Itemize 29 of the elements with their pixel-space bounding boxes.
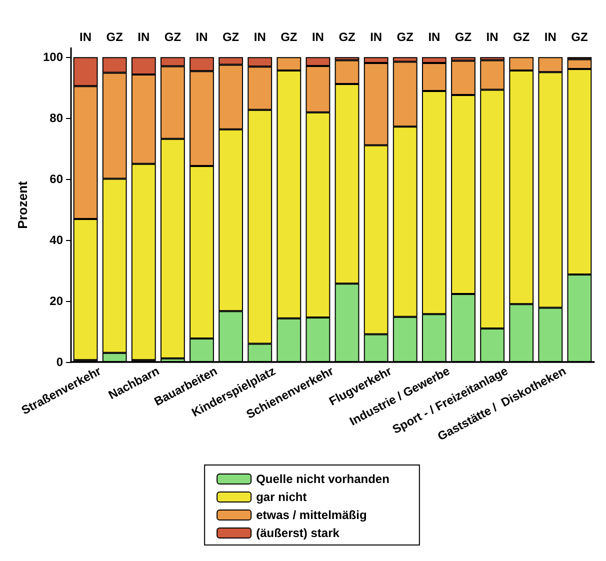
legend-label: (äußerst) stark: [256, 526, 340, 540]
y-tick-label: 80: [50, 111, 64, 126]
y-tick-label: 20: [50, 294, 64, 308]
x-tick-label: GZ: [571, 30, 588, 44]
x-tick-label: IN: [196, 30, 208, 44]
legend-label: gar nicht: [256, 490, 307, 504]
legend-label: Quelle nicht vorhanden: [256, 472, 390, 486]
y-axis-title: Prozent: [15, 180, 30, 229]
x-tick-label: IN: [486, 30, 498, 44]
x-tick-label: IN: [370, 30, 382, 44]
y-tick-label: 0: [56, 355, 64, 369]
x-tick-label: GZ: [513, 30, 530, 44]
y-tick-label: 40: [50, 233, 64, 248]
x-tick-label: GZ: [454, 30, 472, 44]
x-tick-label: IN: [80, 30, 92, 44]
x-tick-label: GZ: [338, 30, 356, 44]
x-tick-label: GZ: [164, 30, 182, 44]
y-tick-label: 100: [42, 50, 64, 64]
x-tick-label: GZ: [280, 30, 298, 44]
x-tick-label: IN: [544, 30, 556, 44]
legend-label: etwas / mittelmäßig: [256, 508, 367, 522]
y-tick-label: 60: [50, 172, 64, 186]
x-tick-label: IN: [254, 30, 266, 44]
x-tick-label: IN: [428, 30, 440, 44]
x-tick-label: GZ: [396, 30, 414, 44]
x-tick-label: GZ: [222, 30, 240, 44]
x-tick-label: IN: [312, 30, 324, 44]
x-tick-label: IN: [138, 30, 150, 44]
x-tick-label: GZ: [106, 30, 123, 44]
